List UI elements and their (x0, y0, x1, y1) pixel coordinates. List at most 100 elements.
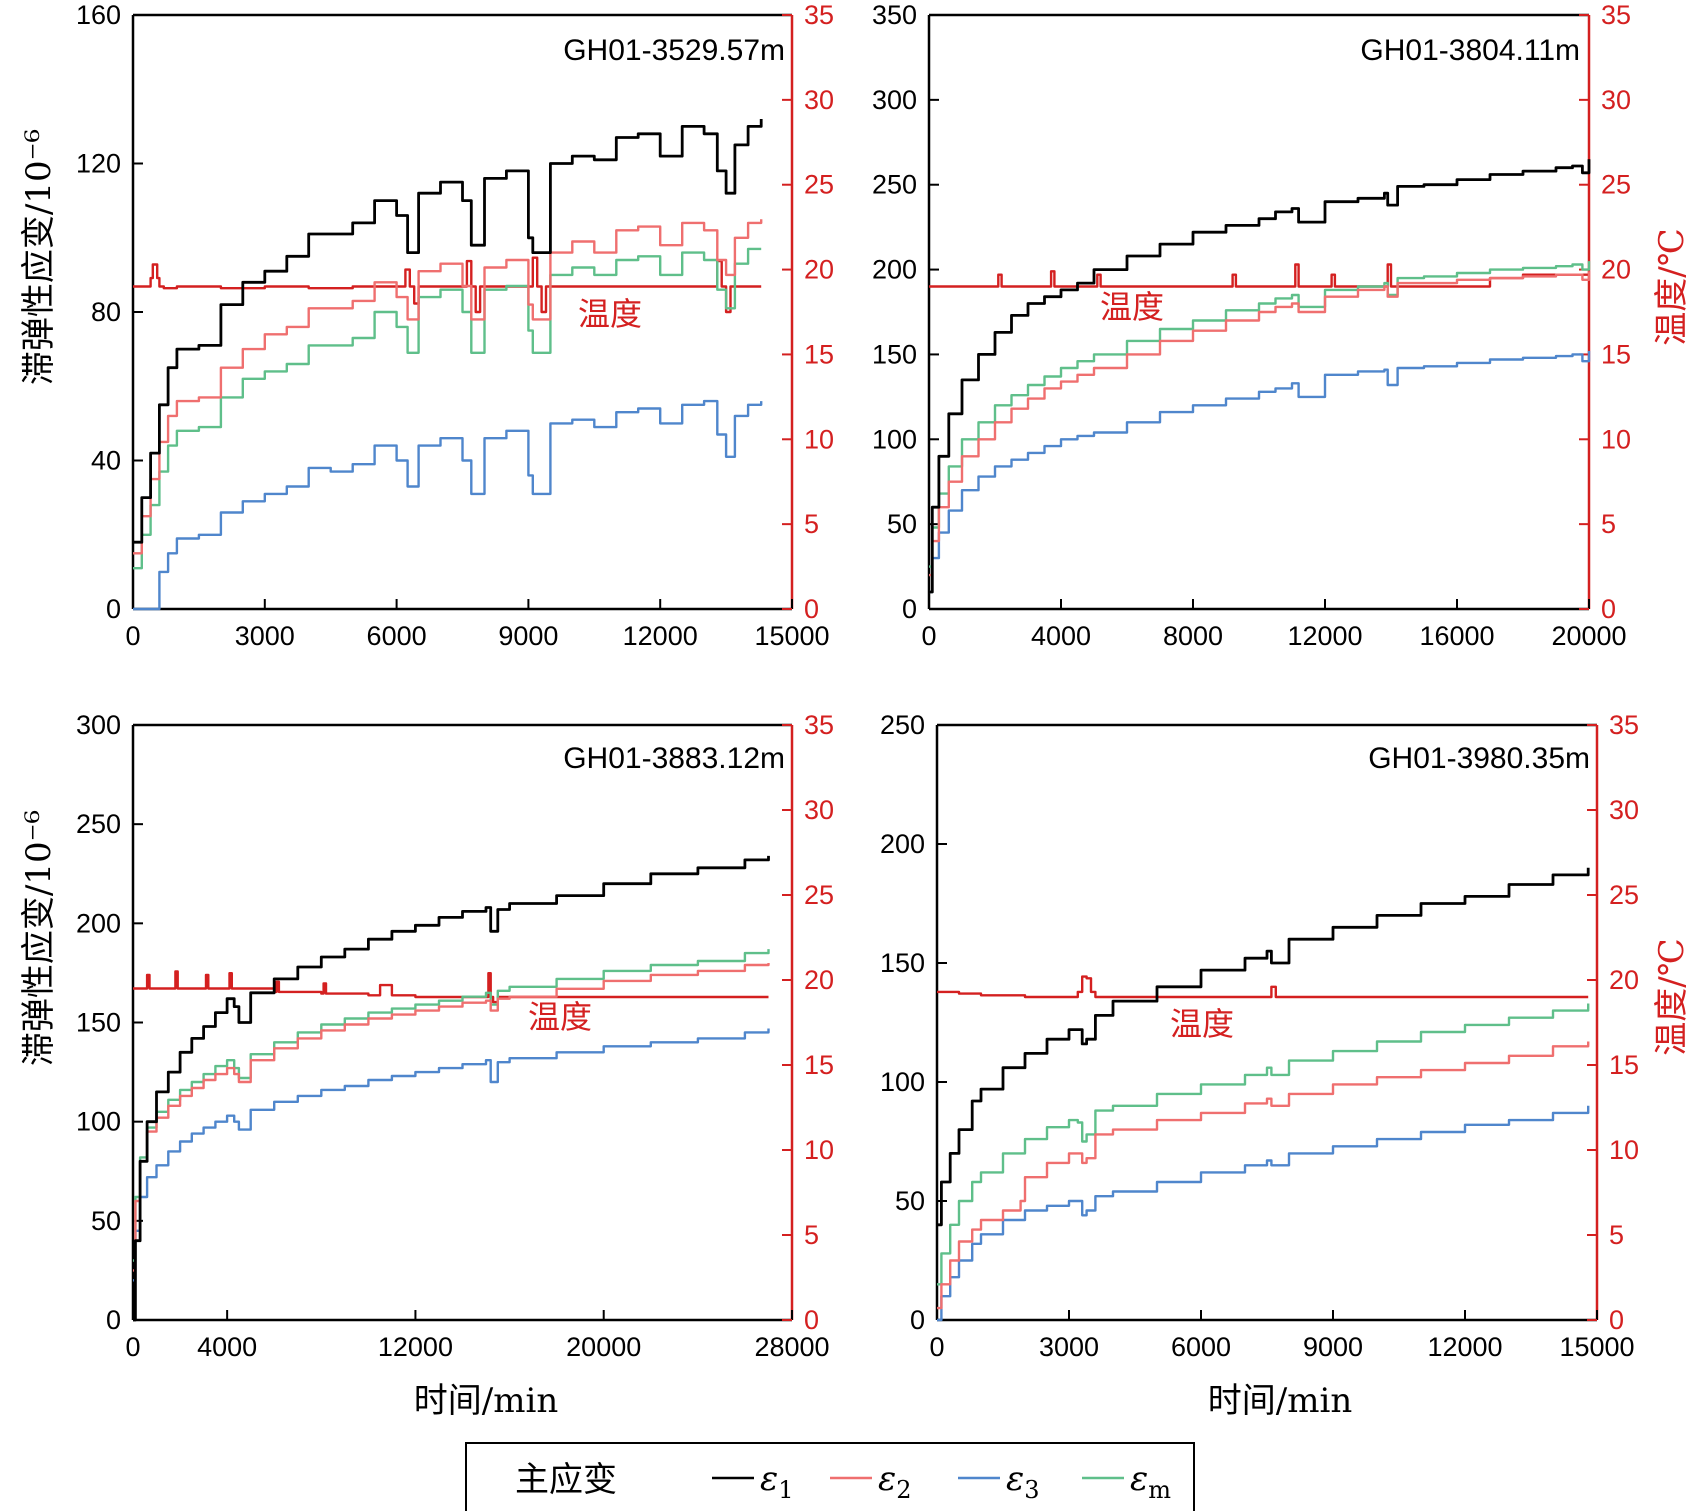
panel-title: GH01-3529.57m (563, 34, 785, 67)
x-tick-label: 3000 (1039, 1332, 1099, 1362)
y2-tick-label: 25 (804, 880, 834, 910)
x-tick-label: 0 (929, 1332, 944, 1362)
chart-panel-2: 0 4000 8000 12000 16000 200000501001502002503… (872, 0, 1631, 651)
y2-tick-label: 35 (804, 710, 834, 740)
chart-panel-3: 0 4000 12000 20000 2800005010015020025030005… (76, 710, 834, 1362)
y2-tick-label: 10 (1609, 1135, 1639, 1165)
y-tick-label: 200 (76, 908, 121, 938)
y2-tick-label: 0 (1609, 1305, 1624, 1335)
y2-tick-label: 10 (804, 1135, 834, 1165)
y-tick-label: 120 (76, 149, 121, 179)
series-line-eps3 (133, 399, 763, 611)
series-line-temperature (937, 975, 1589, 999)
series-line-eps3 (133, 1028, 770, 1282)
y-tick-label: 40 (91, 446, 121, 476)
x-tick-label: 6000 (367, 621, 427, 651)
chart-panel-4: 0 3000 6000 9000 12000 1500005010015020025005… (880, 710, 1639, 1362)
x-tick-label: 0 (125, 1332, 140, 1362)
y2-tick-label: 35 (804, 0, 834, 30)
y2-tick-label: 0 (1601, 594, 1616, 624)
x-tick-label: 0 (921, 621, 936, 651)
y2-tick-label: 25 (804, 170, 834, 200)
y2-tick-label: 15 (1609, 1050, 1639, 1080)
y2-tick-label: 35 (1609, 710, 1639, 740)
y2-tick-label: 15 (804, 339, 834, 369)
x-tick-label: 28000 (754, 1332, 829, 1362)
series-line-eps3 (929, 351, 1591, 594)
temperature-annotation: 温度 (1170, 1005, 1234, 1043)
x-tick-label: 9000 (1303, 1332, 1363, 1362)
series-line-epsm (937, 1003, 1590, 1286)
series-line-eps2 (937, 1041, 1590, 1310)
y-tick-label: 200 (872, 255, 917, 285)
series-line-temperature (929, 263, 1589, 288)
y-tick-label: 80 (91, 297, 121, 327)
x-tick-label: 8000 (1163, 621, 1223, 651)
series-line-eps1 (929, 159, 1591, 594)
y2-tick-label: 30 (1601, 85, 1631, 115)
series-line-eps2 (133, 963, 770, 1272)
y2-tick-label: 30 (1609, 795, 1639, 825)
y-tick-label: 0 (106, 594, 121, 624)
y2-tick-label: 25 (1609, 880, 1639, 910)
y2-tick-label: 20 (1601, 255, 1631, 285)
series-line-epsm (133, 247, 762, 570)
y-tick-label: 150 (872, 339, 917, 369)
y2-tick-label: 0 (804, 1305, 819, 1335)
y2-tick-label: 10 (1601, 424, 1631, 454)
temperature-annotation: 温度 (578, 295, 642, 333)
y2-tick-label: 15 (804, 1050, 834, 1080)
x-tick-label: 3000 (235, 621, 295, 651)
y-tick-label: 250 (872, 170, 917, 200)
left-axis-label-bottom: 滞弹性应变/10⁻⁶ (19, 810, 59, 1066)
x-tick-label: 20000 (1551, 621, 1626, 651)
x-tick-label: 4000 (1031, 621, 1091, 651)
y-tick-label: 0 (902, 594, 917, 624)
y-tick-label: 150 (880, 948, 925, 978)
y-tick-label: 150 (76, 1008, 121, 1038)
right-axis-label-top: 温度/℃ (1652, 228, 1692, 346)
x-tick-label: 4000 (197, 1332, 257, 1362)
legend-title: 主应变 (515, 1460, 617, 1500)
series-line-eps3 (937, 1105, 1590, 1322)
y2-tick-label: 20 (804, 965, 834, 995)
series-line-temperature (133, 256, 762, 314)
x-tick-label: 0 (125, 621, 140, 651)
x-tick-label: 15000 (754, 621, 829, 651)
y-tick-label: 50 (887, 509, 917, 539)
y-tick-label: 100 (880, 1067, 925, 1097)
y-tick-label: 50 (895, 1186, 925, 1216)
y-tick-label: 300 (76, 710, 121, 740)
right-axis-label-bottom: 温度/℃ (1652, 938, 1692, 1056)
x-tick-label: 12000 (378, 1332, 453, 1362)
temperature-annotation: 温度 (1100, 288, 1164, 326)
x-tick-label: 6000 (1171, 1332, 1231, 1362)
y-tick-label: 200 (880, 829, 925, 859)
left-axis-label-top: 滞弹性应变/10⁻⁶ (19, 129, 59, 385)
y2-tick-label: 5 (1601, 509, 1616, 539)
series-line-eps2 (929, 271, 1591, 577)
series-line-eps2 (133, 219, 763, 555)
series-line-epsm (133, 949, 770, 1262)
x-tick-label: 12000 (1287, 621, 1362, 651)
y2-tick-label: 30 (804, 85, 834, 115)
y2-tick-label: 15 (1601, 339, 1631, 369)
y-tick-label: 100 (76, 1107, 121, 1137)
chart-panel-1: 0 3000 6000 9000 12000 1500004080120160051015… (76, 0, 834, 651)
legend: 主应变 ε1 ε2 ε3 εm (465, 1442, 1195, 1511)
y2-tick-label: 5 (1609, 1220, 1624, 1250)
y2-tick-label: 0 (804, 594, 819, 624)
y2-tick-label: 30 (804, 795, 834, 825)
y-tick-label: 300 (872, 85, 917, 115)
x-tick-label: 12000 (1427, 1332, 1502, 1362)
y-tick-label: 250 (880, 710, 925, 740)
y-tick-label: 0 (910, 1305, 925, 1335)
series-line-eps1 (133, 119, 763, 544)
legend-label-eps1: ε1 (760, 1459, 794, 1504)
y-tick-label: 160 (76, 0, 121, 30)
y-tick-label: 50 (91, 1206, 121, 1236)
y2-tick-label: 35 (1601, 0, 1631, 30)
y2-tick-label: 5 (804, 509, 819, 539)
x-axis-label-right: 时间/min (1208, 1381, 1352, 1421)
